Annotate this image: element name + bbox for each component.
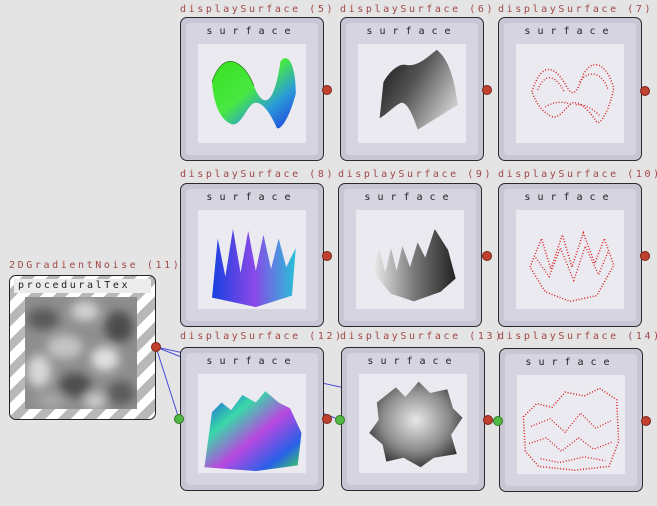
display-surface-6-node[interactable]: surface — [340, 17, 484, 161]
display-5-title: displaySurface (5) — [180, 4, 336, 15]
node-label: surface — [206, 26, 298, 37]
node-label: surface — [364, 192, 456, 203]
display-13-input-port[interactable] — [335, 415, 345, 425]
noise-texture-preview — [25, 297, 137, 409]
red-terrain-cloud-preview — [517, 375, 625, 474]
display-surface-10-node[interactable]: surface — [498, 183, 642, 327]
display-12-output-port[interactable] — [322, 414, 332, 424]
display-14-output-port[interactable] — [641, 416, 651, 426]
gray-terrain-preview — [359, 374, 467, 473]
display-surface-8-node[interactable]: surface — [180, 183, 324, 327]
display-surface-13-node[interactable]: surface — [341, 347, 485, 491]
node-label: surface — [206, 356, 298, 367]
node-label: surface — [525, 357, 617, 368]
display-12-input-port[interactable] — [174, 414, 184, 424]
display-9-title: displaySurface (9) — [338, 169, 494, 180]
display-14-title: displaySurface (14) — [498, 331, 657, 342]
rainbow-saddle-preview — [198, 44, 306, 143]
source-output-port[interactable] — [151, 342, 161, 352]
gray-arch-preview — [358, 44, 466, 143]
display-6-output-port[interactable] — [482, 85, 492, 95]
node-label: surface — [366, 26, 458, 37]
wire-to-display-12 — [155, 346, 180, 420]
node-label: surface — [206, 192, 298, 203]
rainbow-terrain-preview — [198, 374, 306, 473]
display-8-output-port[interactable] — [322, 251, 332, 261]
display-7-title: displaySurface (7) — [498, 4, 654, 15]
display-surface-9-node[interactable]: surface — [338, 183, 482, 327]
display-surface-12-node[interactable]: surface — [180, 347, 324, 491]
gradient-noise-node[interactable]: proceduralTex — [9, 275, 156, 420]
display-5-output-port[interactable] — [322, 85, 332, 95]
rainbow-ridges-preview — [198, 210, 306, 309]
display-14-input-port[interactable] — [493, 416, 503, 426]
display-surface-14-node[interactable]: surface — [499, 348, 643, 492]
display-13-title: displaySurface (13) — [340, 331, 504, 342]
display-10-title: displaySurface (10) — [498, 169, 657, 180]
node-label: surface — [367, 356, 459, 367]
red-ridges-cloud-preview — [516, 210, 624, 309]
node-label: surface — [524, 192, 616, 203]
source-node-title: 2DGradientNoise (11) — [9, 260, 182, 271]
display-surface-5-node[interactable]: surface — [180, 17, 324, 161]
source-node-label: proceduralTex — [14, 279, 151, 293]
display-13-output-port[interactable] — [483, 415, 493, 425]
red-saddle-cloud-preview — [516, 44, 624, 143]
display-7-output-port[interactable] — [640, 86, 650, 96]
display-9-output-port[interactable] — [482, 251, 492, 261]
display-12-title: displaySurface (12) — [180, 331, 344, 342]
gray-ridges-preview — [356, 210, 464, 309]
display-surface-7-node[interactable]: surface — [498, 17, 642, 161]
node-label: surface — [524, 26, 616, 37]
display-8-title: displaySurface (8) — [180, 169, 336, 180]
display-10-output-port[interactable] — [640, 251, 650, 261]
display-6-title: displaySurface (6) — [340, 4, 496, 15]
